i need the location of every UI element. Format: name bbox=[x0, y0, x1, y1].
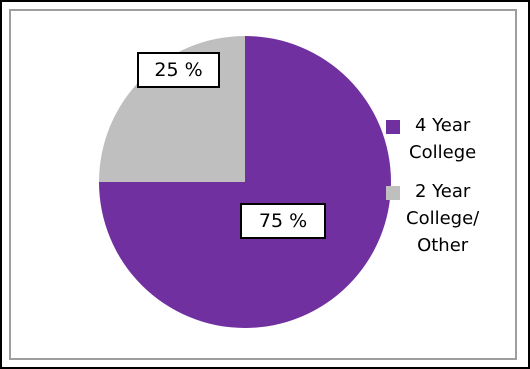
legend-swatch-2-year-college-other bbox=[386, 186, 400, 200]
legend-item-4-year-college: 4 Year College bbox=[386, 112, 479, 166]
legend-item-2-year-college-other: 2 Year College/ Other bbox=[386, 178, 479, 259]
legend-label-4-year-college: 4 Year College bbox=[409, 115, 477, 163]
legend-swatch-4-year-college bbox=[386, 120, 400, 134]
data-label-2-year-college-other: 25 % bbox=[137, 52, 220, 88]
chart-legend: 4 Year College 2 Year College/ Other bbox=[386, 112, 479, 259]
legend-label-2-year-college-other: 2 Year College/ Other bbox=[406, 181, 480, 256]
data-label-4-year-college: 75 % bbox=[240, 203, 326, 239]
